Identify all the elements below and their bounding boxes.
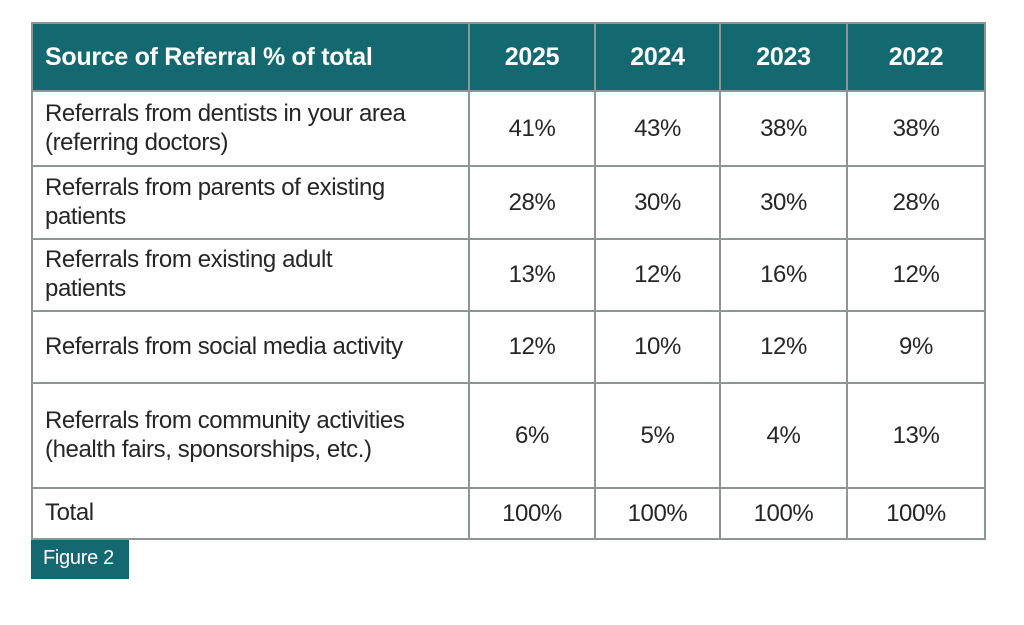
header-year-2022: 2022 — [846, 22, 986, 92]
value-cell: 28% — [468, 165, 596, 240]
row-label-parents: Referrals from parents of existing patie… — [31, 165, 470, 240]
value-cell: 6% — [468, 382, 596, 489]
value-cell: 13% — [846, 382, 986, 489]
value-cell: 10% — [594, 310, 721, 384]
table-total-row: Total 100% 100% 100% 100% — [31, 487, 986, 540]
value-cell: 12% — [846, 238, 986, 312]
table-row: Referrals from existing adult patients 1… — [31, 238, 986, 312]
value-cell: 100% — [468, 487, 596, 540]
referral-table: Source of Referral % of total 2025 2024 … — [31, 22, 986, 540]
value-cell: 5% — [594, 382, 721, 489]
header-year-2024: 2024 — [594, 22, 721, 92]
value-cell: 38% — [719, 90, 848, 167]
value-cell: 12% — [719, 310, 848, 384]
table-row: Referrals from community activities (hea… — [31, 382, 986, 489]
value-cell: 100% — [719, 487, 848, 540]
value-cell: 30% — [719, 165, 848, 240]
value-cell: 38% — [846, 90, 986, 167]
figure-caption-badge: Figure 2 — [31, 540, 129, 579]
value-cell: 30% — [594, 165, 721, 240]
value-cell: 100% — [594, 487, 721, 540]
table-row: Referrals from parents of existing patie… — [31, 165, 986, 240]
value-cell: 9% — [846, 310, 986, 384]
value-cell: 41% — [468, 90, 596, 167]
value-cell: 13% — [468, 238, 596, 312]
header-year-2023: 2023 — [719, 22, 848, 92]
row-label-adult-patients: Referrals from existing adult patients — [31, 238, 470, 312]
table-header-row: Source of Referral % of total 2025 2024 … — [31, 22, 986, 92]
header-source-label: Source of Referral % of total — [31, 22, 470, 92]
value-cell: 100% — [846, 487, 986, 540]
value-cell: 12% — [594, 238, 721, 312]
value-cell: 28% — [846, 165, 986, 240]
value-cell: 12% — [468, 310, 596, 384]
header-year-2025: 2025 — [468, 22, 596, 92]
value-cell: 16% — [719, 238, 848, 312]
table-row: Referrals from social media activity 12%… — [31, 310, 986, 384]
value-cell: 43% — [594, 90, 721, 167]
table-row: Referrals from dentists in your area (re… — [31, 90, 986, 167]
value-cell: 4% — [719, 382, 848, 489]
row-label-total: Total — [31, 487, 470, 540]
row-label-dentists: Referrals from dentists in your area (re… — [31, 90, 470, 167]
row-label-community: Referrals from community activities (hea… — [31, 382, 470, 489]
row-label-social-media: Referrals from social media activity — [31, 310, 470, 384]
